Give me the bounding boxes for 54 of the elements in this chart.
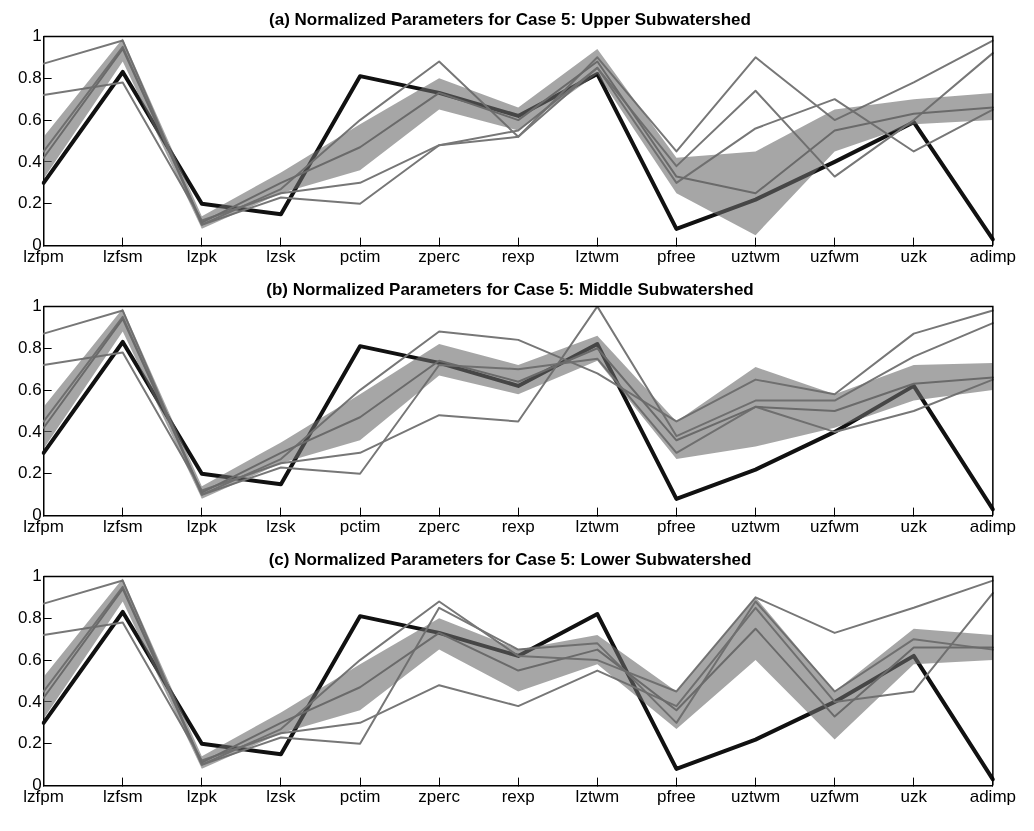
x-tick-label: uztwm <box>730 787 781 807</box>
x-tick-label: uzk <box>900 517 928 537</box>
x-tick-label: uzk <box>900 247 928 267</box>
x-tick-label: pctim <box>339 517 381 537</box>
y-tick-label: 0.2 <box>17 733 42 753</box>
x-tick-label: zperc <box>418 517 461 537</box>
y-tick-label: 0.6 <box>17 379 42 399</box>
x-tick-label: lzpk <box>186 787 218 807</box>
y-tick-label: 0.6 <box>17 109 42 129</box>
y-tick-label: 1 <box>32 26 42 46</box>
chart-title: (c) Normalized Parameters for Case 5: Lower Subwatershed <box>268 549 752 569</box>
chart-title: (b) Normalized Parameters for Case 5: Middle Subwatershed <box>266 279 754 299</box>
x-tick-label: lztwm <box>575 517 620 537</box>
y-tick-label: 1 <box>32 566 42 586</box>
x-tick-label: lztwm <box>575 787 620 807</box>
x-tick-label: lzsk <box>266 247 297 267</box>
y-tick-label: 0.4 <box>17 151 42 171</box>
x-tick-label: uzk <box>900 787 928 807</box>
x-tick-label: pctim <box>339 787 381 807</box>
x-tick-label: uzfwm <box>810 517 860 537</box>
y-tick-label: 0.6 <box>17 649 42 669</box>
x-tick-label: zperc <box>418 787 461 807</box>
x-tick-label: uztwm <box>730 247 781 267</box>
x-tick-label: lzpk <box>186 517 218 537</box>
x-tick-label: lzpk <box>186 247 218 267</box>
x-tick-label: pctim <box>339 247 381 267</box>
x-tick-label: adimp <box>969 247 1017 267</box>
x-tick-label: pfree <box>657 247 696 267</box>
x-tick-label: uzfwm <box>810 247 860 267</box>
x-tick-label: adimp <box>969 787 1017 807</box>
x-tick-label: rexp <box>501 517 535 537</box>
x-tick-label: rexp <box>501 787 535 807</box>
x-tick-label: adimp <box>969 517 1017 537</box>
y-tick-label: 0.4 <box>17 691 42 711</box>
y-tick-label: 0.2 <box>17 193 42 213</box>
x-tick-label: lzfsm <box>102 787 143 807</box>
y-tick-label: 1 <box>32 296 42 316</box>
x-tick-label: pfree <box>657 787 696 807</box>
x-tick-label: lztwm <box>575 247 620 267</box>
x-tick-label: zperc <box>418 247 461 267</box>
y-tick-label: 0.8 <box>17 607 42 627</box>
x-tick-label: lzfsm <box>102 247 143 267</box>
y-tick-label: 0.8 <box>17 67 42 87</box>
y-tick-label: 0.2 <box>17 463 42 483</box>
x-tick-label: uzfwm <box>810 787 860 807</box>
x-tick-label: lzsk <box>266 787 297 807</box>
x-tick-label: pfree <box>657 517 696 537</box>
chart-title: (a) Normalized Parameters for Case 5: Upper Subwatershed <box>269 9 751 29</box>
x-tick-label: lzfsm <box>102 517 143 537</box>
y-tick-label: 0.8 <box>17 337 42 357</box>
x-tick-label: rexp <box>501 247 535 267</box>
x-tick-label: uztwm <box>730 517 781 537</box>
x-tick-label: lzsk <box>266 517 297 537</box>
y-tick-label: 0.4 <box>17 421 42 441</box>
